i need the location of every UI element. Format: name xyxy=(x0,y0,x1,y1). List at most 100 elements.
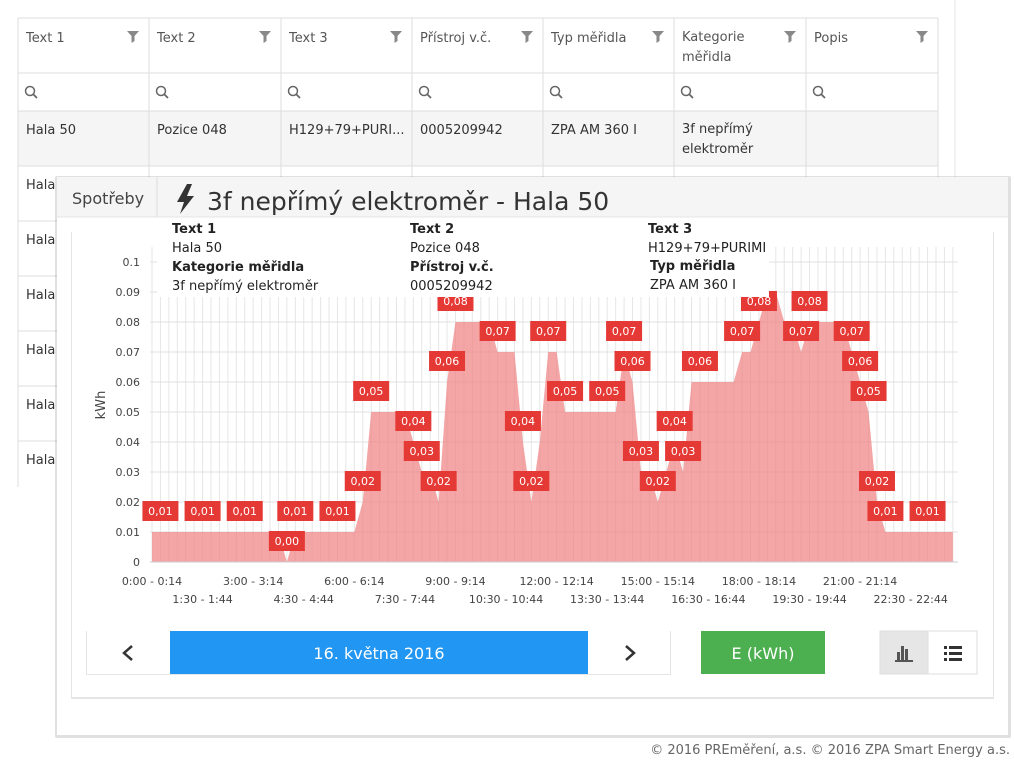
y-tick-label: 0.06 xyxy=(116,376,141,389)
data-label-box xyxy=(142,501,179,521)
filter-icon[interactable] xyxy=(521,31,533,43)
data-label: 0,06 xyxy=(435,355,460,368)
search-icon-handle xyxy=(426,93,432,99)
filter-icon[interactable] xyxy=(916,31,928,43)
search-icon-handle xyxy=(820,93,826,99)
data-label: 0,02 xyxy=(426,475,451,488)
table-header-bg xyxy=(18,18,938,111)
next-arrow xyxy=(625,645,636,661)
data-label-box xyxy=(791,291,828,311)
data-label: 0,05 xyxy=(856,385,881,398)
table-cell: 0005209942 xyxy=(420,123,503,138)
y-tick-label: 0.08 xyxy=(116,316,141,329)
data-label-box xyxy=(479,321,516,341)
data-label-box xyxy=(606,321,643,341)
chart: 0 0.01 0.02 0.03 0.04 0.05 0.06 0.07 0.08 0.09 0.1… xyxy=(94,247,958,606)
table-cell: Pozice 048 xyxy=(157,123,227,138)
info-value: Hala 50 xyxy=(172,241,222,256)
search-icon xyxy=(287,85,299,97)
data-label: 0,01 xyxy=(190,505,215,518)
search-icon-handle xyxy=(295,93,301,99)
data-label-box xyxy=(867,501,904,521)
modal-title: 3f nepřímý elektroměr - Hala 50 xyxy=(207,187,609,216)
data-label: 0,00 xyxy=(275,535,300,548)
x-tick-label: 9:00 - 9:14 xyxy=(425,575,485,588)
y-tick-label: 0 xyxy=(133,556,140,569)
list-icon xyxy=(949,652,962,655)
x-tick-label: 13:30 - 13:44 xyxy=(570,593,644,606)
data-label-box xyxy=(184,501,221,521)
prev-button[interactable] xyxy=(87,631,170,674)
next-button[interactable] xyxy=(588,631,670,674)
data-label: 0,03 xyxy=(629,445,654,458)
table-cell: Hala 50 xyxy=(26,123,76,138)
table-cell: H129+79+PURI... xyxy=(289,123,405,138)
title-tab xyxy=(157,177,1008,217)
y-tick-label: 0.1 xyxy=(123,256,141,269)
row-highlight xyxy=(18,111,938,166)
filter-icon[interactable] xyxy=(784,31,796,43)
column-header: Kategorie měřidla xyxy=(682,30,745,65)
data-label: 0,04 xyxy=(401,415,426,428)
x-tick-label: 18:00 - 18:14 xyxy=(722,575,796,588)
date-button[interactable] xyxy=(170,631,588,674)
data-label-box xyxy=(277,501,314,521)
data-label: 0,01 xyxy=(873,505,898,518)
table-cell: Hala xyxy=(26,343,55,358)
bolt-icon xyxy=(177,184,194,214)
info-value: ZPA AM 360 I xyxy=(650,278,736,293)
filter-icon[interactable] xyxy=(652,31,664,43)
data-label-box xyxy=(268,531,305,551)
table-cell: Hala xyxy=(26,398,55,413)
y-tick-label: 0.04 xyxy=(116,436,141,449)
filter-icon[interactable] xyxy=(390,31,402,43)
data-label: 0,07 xyxy=(730,325,755,338)
data-label-box xyxy=(319,501,356,521)
table-cell: Hala xyxy=(26,233,55,248)
chart-icon xyxy=(897,652,900,661)
data-label: 0,02 xyxy=(865,475,890,488)
modal: Spotřeby 3f nepřímý elektroměr - Hala 50 0… xyxy=(55,176,1011,738)
search-icon xyxy=(680,85,692,97)
data-label: 0,06 xyxy=(688,355,713,368)
table-cell: 3f nepřímý elektroměr xyxy=(682,122,754,157)
data-label: 0,07 xyxy=(612,325,637,338)
unit-button[interactable] xyxy=(701,631,825,674)
data-label: 0,08 xyxy=(747,295,772,308)
data-label-box xyxy=(403,441,440,461)
y-axis-label: kWh xyxy=(94,391,109,420)
y-tick-label: 0.01 xyxy=(116,526,141,539)
filter-icon[interactable] xyxy=(127,31,139,43)
data-label: 0,02 xyxy=(351,475,376,488)
data-label-box xyxy=(344,471,381,491)
list-icon xyxy=(949,658,962,661)
x-tick-label: 6:00 - 6:14 xyxy=(324,575,384,588)
data-label: 0,03 xyxy=(410,445,435,458)
column-header: Text 3 xyxy=(288,31,328,46)
search-icon-handle xyxy=(688,93,694,99)
data-label-box xyxy=(656,411,693,431)
y-tick-label: 0.09 xyxy=(116,286,141,299)
data-label-box xyxy=(842,351,879,371)
chart-icon xyxy=(905,649,908,661)
data-label-box xyxy=(858,471,895,491)
x-tick-label: 0:00 - 0:14 xyxy=(122,575,182,588)
data-label: 0,01 xyxy=(283,505,308,518)
data-label-box xyxy=(622,441,659,461)
list-icon xyxy=(944,658,947,661)
data-label-box xyxy=(783,321,820,341)
x-tick-label: 19:30 - 19:44 xyxy=(772,593,846,606)
data-label-box xyxy=(547,381,584,401)
data-label-box xyxy=(530,321,567,341)
data-label: 0,08 xyxy=(443,295,468,308)
data-label: 0,06 xyxy=(620,355,645,368)
date: 16. května 2016 xyxy=(313,644,444,663)
filter-icon[interactable] xyxy=(259,31,271,43)
info-label: Text 1 xyxy=(172,222,216,237)
table-cell: Hala xyxy=(26,178,55,193)
data-label-box xyxy=(681,351,718,371)
tab[interactable]: Spotřeby xyxy=(72,189,144,208)
data-label-box xyxy=(909,501,946,521)
info-value: H129+79+PURIMI xyxy=(648,241,766,256)
